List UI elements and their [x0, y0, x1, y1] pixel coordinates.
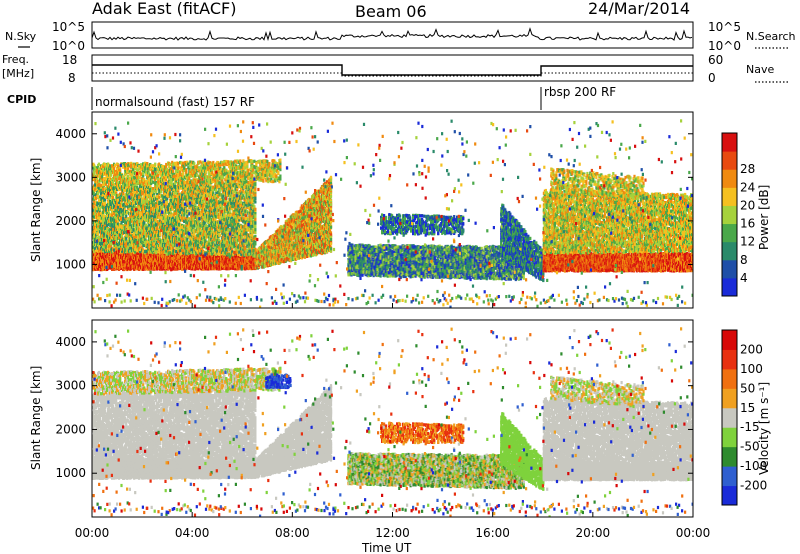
date-title: 24/Mar/2014: [588, 0, 690, 18]
nsky-label: N.Sky: [5, 30, 37, 43]
freq-unit-label: [MHz]: [2, 67, 34, 80]
freq-label: Freq.: [2, 53, 29, 66]
cpid-segment-1: normalsound (fast) 157 RF: [95, 95, 255, 109]
freq-right-tick-bottom: 0: [708, 71, 716, 85]
freq-left-tick-top: 18: [62, 53, 77, 67]
cpid-panel: CPID normalsound (fast) 157 RF rbsp 200 …: [7, 85, 616, 110]
noise-left-tick-bottom: 10^0: [52, 39, 85, 53]
noise-right-tick-bottom: 10^0: [708, 39, 741, 53]
power-scatter: [92, 119, 695, 309]
noise-panel: N.Sky 10^5 10^0 10^5 10^0 N.Search: [5, 20, 796, 53]
beam-title: Beam 06: [355, 2, 427, 21]
nsearch-label: N.Search: [746, 30, 796, 43]
radar-summary-figure: Adak East (fitACF) Beam 06 24/Mar/2014 N…: [0, 0, 800, 554]
frequency-trace: [92, 65, 693, 75]
nave-label: Nave: [746, 63, 774, 76]
freq-right-tick-top: 60: [708, 53, 723, 67]
cpid-label: CPID: [7, 93, 36, 106]
cpid-segment-2: rbsp 200 RF: [544, 85, 616, 99]
noise-trace: [92, 29, 692, 44]
noise-right-tick-top: 10^5: [708, 20, 741, 34]
freq-left-tick-bottom: 8: [68, 71, 76, 85]
frequency-panel: Freq. [MHz] 18 8 60 0 Nave: [2, 53, 790, 85]
station-title: Adak East (fitACF): [92, 0, 236, 18]
noise-left-tick-top: 10^5: [52, 20, 85, 34]
